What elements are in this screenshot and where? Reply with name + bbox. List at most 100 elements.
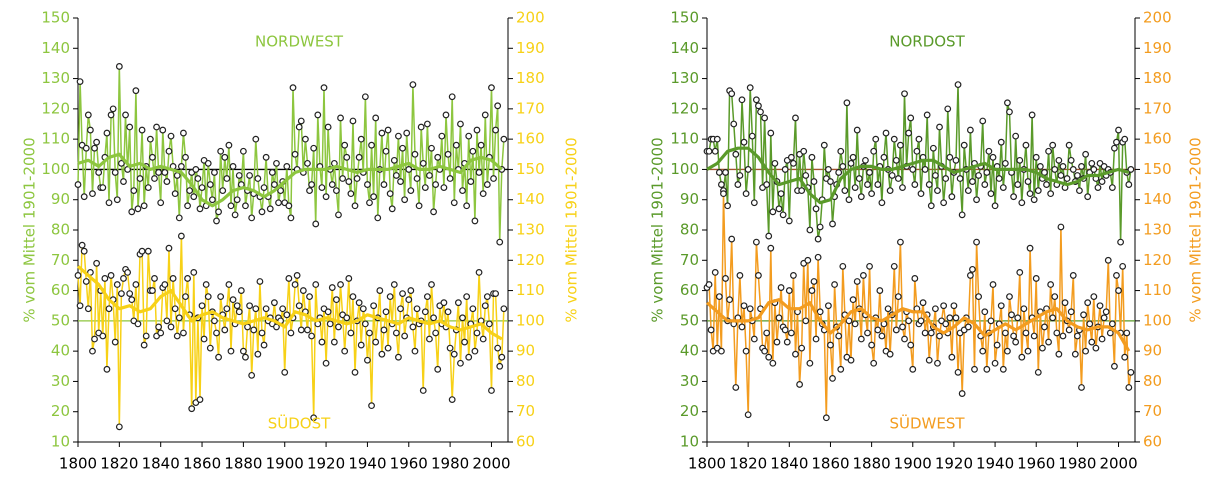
data-point [744,166,752,173]
data-point [80,247,88,255]
data-point [118,159,125,167]
data-point [169,275,177,282]
data-point [186,187,194,195]
data-point [500,135,508,143]
data-point [917,317,925,325]
data-point [397,178,404,185]
data-point [1065,141,1073,149]
data-point [337,114,344,122]
data-point [909,166,917,173]
data-point [890,135,898,143]
data-point [909,365,917,373]
data-point [177,162,185,170]
data-point [1006,108,1013,116]
data-point [1041,323,1048,331]
smoothed-line [706,146,1130,205]
data-point [1063,175,1071,182]
data-point [866,169,873,176]
data-point [1012,132,1020,140]
data-point [494,344,502,352]
data-point [1001,159,1009,167]
data-point [378,129,386,137]
data-point [361,93,369,101]
data-point [494,102,502,110]
data-point [227,347,235,355]
data-point [370,302,378,310]
data-point [746,84,754,92]
data-point [252,135,260,143]
data-point [804,256,812,264]
data-point [822,414,830,422]
data-point [1067,308,1075,316]
y-tick-label: 130 [41,69,70,87]
data-point [989,153,997,161]
data-point [177,232,185,240]
x-tick-label: 1920 [935,455,973,473]
data-point [397,305,404,313]
x-tick-label: 1980 [1058,455,1096,473]
data-point [99,184,107,192]
data-point [173,332,181,340]
data-point [285,275,293,282]
data-point [459,187,466,195]
data-point [1113,138,1120,146]
data-point [355,299,363,307]
data-point [297,117,305,125]
data-point [839,262,847,270]
data-point [84,305,92,313]
data-point [124,269,132,276]
data-point [1104,256,1112,264]
data-point [490,175,497,182]
data-point [882,129,890,137]
data-point [954,368,962,376]
data-point [211,317,218,325]
data-point [411,347,419,355]
data-point [105,199,113,207]
data-point [357,341,365,349]
data-point [237,287,245,294]
data-point [376,287,384,294]
data-point [812,205,820,213]
data-point [932,172,939,179]
data-point [1111,144,1118,152]
data-point [958,390,966,397]
data-point [359,305,367,313]
data-point [99,332,107,340]
data-point [339,175,347,182]
data-point [835,332,843,340]
data-point [471,347,479,355]
y-tick-label: 110 [41,130,70,148]
data-point [469,305,477,313]
data-point [1100,314,1108,322]
data-point [248,214,256,222]
data-point [227,202,235,210]
data-point [469,147,477,155]
data-point [335,211,342,219]
data-point [1008,311,1015,319]
data-point [82,278,90,285]
data-point [1082,347,1090,355]
data-point [940,302,948,310]
data-point [434,153,442,161]
data-point [120,178,127,185]
data-point [415,202,423,210]
y-tick-label: 110 [670,130,699,148]
data-point [1057,172,1065,179]
data-point [1016,156,1024,164]
y2-axis-title: % vom Mittel 1901-2000 [563,137,581,322]
data-point [384,126,392,134]
y-tick-label: 120 [41,99,70,117]
data-point [1069,272,1077,279]
data-point [892,156,900,164]
data-point [111,338,119,346]
data-point [459,314,466,322]
data-point [351,368,359,376]
data-point [428,281,435,288]
y2-tick-label: 160 [1143,130,1172,148]
data-point [901,335,908,343]
data-point [1111,362,1118,370]
data-point [878,332,886,340]
data-point [107,111,115,119]
data-point [223,175,231,182]
data-point [392,172,400,179]
